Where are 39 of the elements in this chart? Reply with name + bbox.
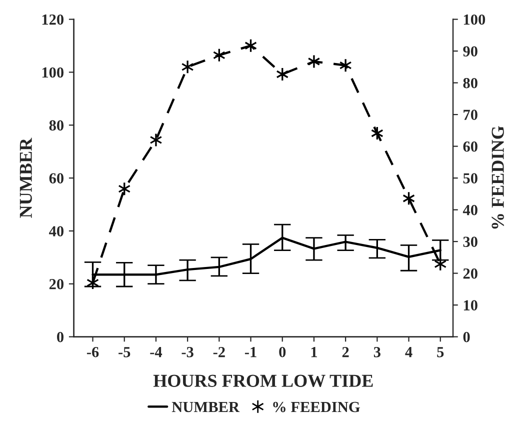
point [150,132,162,148]
y2-tick-label: 20 [463,268,478,279]
x-tick-label: 0 [279,346,286,358]
y-tick-label: 60 [49,173,64,184]
y2-tick-label: 30 [463,236,478,247]
y-tick-label: 20 [49,278,64,290]
x-tick-label: 3 [374,346,380,358]
x-tick-label: 2 [342,346,349,358]
y-tick-label: 40 [49,226,64,236]
x-tick-label: -1 [244,347,256,358]
legend-label: NUMBER [172,402,240,412]
y2-tick-label: 60 [463,141,478,152]
x-tick-label: 4 [405,347,412,358]
y2-axis-title: % FEEDING [492,126,504,229]
x-tick-label: -4 [150,347,162,358]
y2-tick-label: 50 [463,173,478,184]
x-tick-label: 5 [437,347,444,358]
point [308,54,320,69]
y-tick-label: 100 [42,67,64,78]
x-tick-label: -3 [182,346,194,358]
x-axis-title: HOURS FROM LOW TIDE [153,374,373,388]
point [181,60,194,74]
y2-tick-label: 80 [463,78,478,88]
y-tick-label: 120 [42,14,64,25]
legend-label: % FEEDING [273,402,360,412]
y2-tick-label: 100 [464,14,486,25]
x-tick-label: -2 [213,346,225,358]
x-tick-label: -5 [118,347,130,358]
y2-tick-label: 90 [463,46,478,56]
y-tick-label: 0 [57,332,64,342]
y2-tick-label: 10 [464,300,478,310]
y2-tick-label: 40 [462,204,478,216]
y2-tick-label: 70 [464,110,478,120]
y-tick-label: 80 [49,120,64,131]
y-axis-title: NUMBER [20,138,32,218]
x-tick-label: -6 [86,346,99,358]
point [339,58,352,72]
y2-tick-label: 0 [463,332,470,342]
x-tick-label: 1 [311,347,317,358]
